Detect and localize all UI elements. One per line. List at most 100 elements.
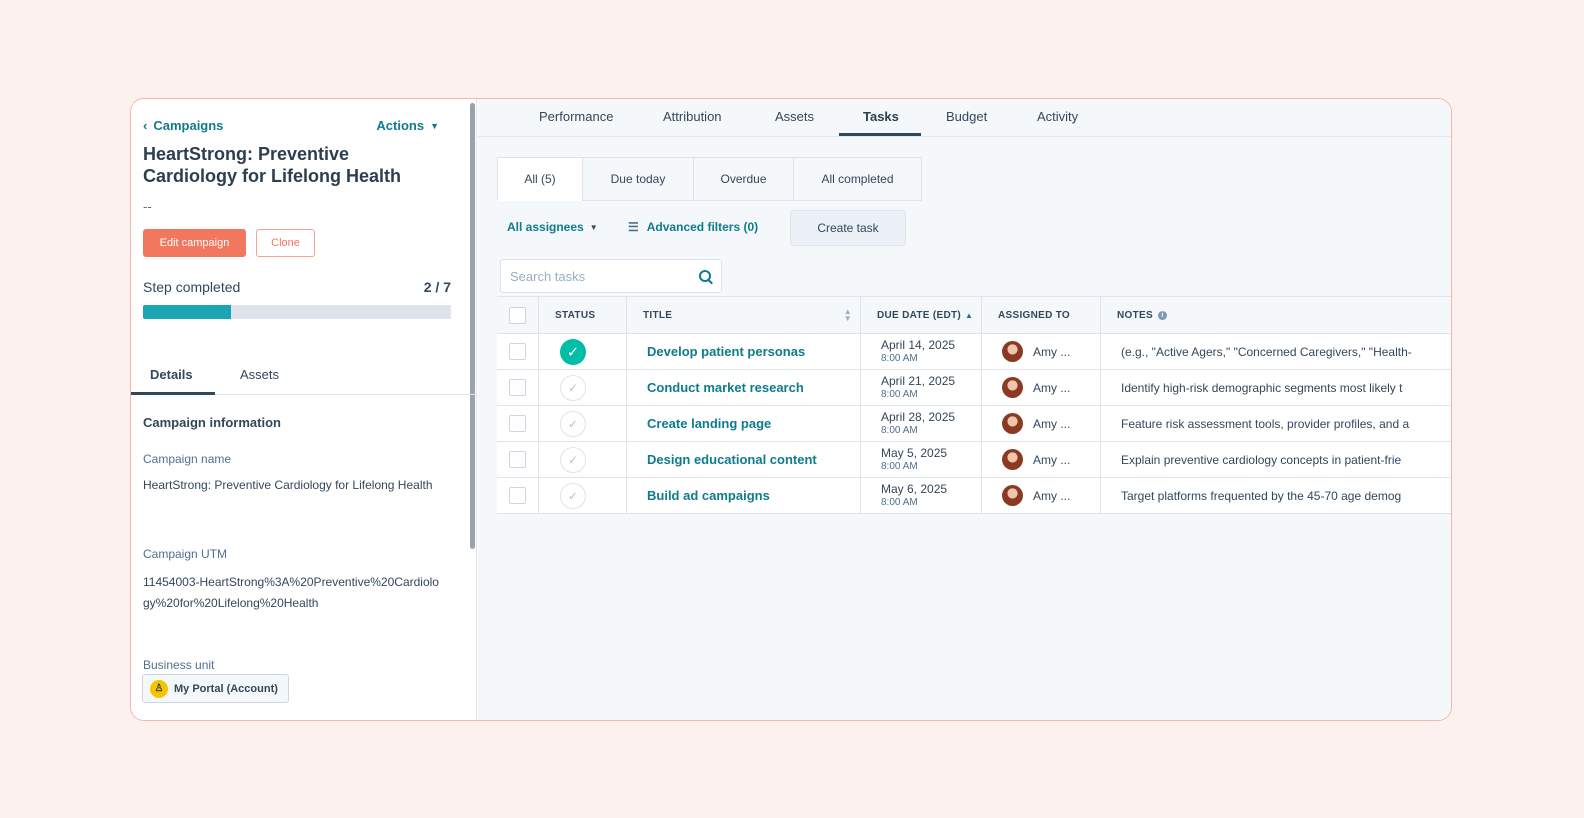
sort-icon[interactable]: ▲ ▼ [843, 307, 852, 323]
row-select-cell [497, 406, 539, 441]
campaign-name-value: HeartStrong: Preventive Cardiology for L… [143, 478, 433, 492]
select-all-checkbox[interactable] [509, 306, 526, 324]
clone-button[interactable]: Clone [256, 229, 315, 257]
table-row[interactable]: ✓ Develop patient personas April 14, 202… [497, 334, 1451, 370]
actions-dropdown[interactable]: Actions ▼ [376, 118, 439, 133]
due-time: 8:00 AM [881, 352, 918, 364]
task-notes: (e.g., "Active Agers," "Concerned Caregi… [1121, 344, 1412, 359]
sidebar-header: ‹ Campaigns Actions ▼ [143, 118, 439, 133]
notes-cell: Explain preventive cardiology concepts i… [1101, 442, 1451, 477]
actions-label: Actions [376, 118, 425, 133]
sidebar-tabs: Details Assets [131, 355, 477, 395]
main-panel: Performance Attribution Assets Tasks Bud… [478, 99, 1451, 720]
tab-assets[interactable]: Assets [240, 367, 280, 382]
table-row[interactable]: ✓ Create landing page April 28, 2025 8:00… [497, 406, 1451, 442]
tab-details[interactable]: Details [150, 367, 193, 382]
title-cell: Design educational content [627, 442, 861, 477]
app-window: ‹ Campaigns Actions ▼ HeartStrong: Preve… [130, 98, 1452, 721]
header-status[interactable]: STATUS [539, 297, 627, 333]
filter-overdue[interactable]: Overdue [693, 157, 793, 201]
campaign-subtitle: -- [143, 199, 152, 214]
row-select-cell [497, 442, 539, 477]
top-tabs: Performance Attribution Assets Tasks Bud… [478, 99, 1451, 137]
sidebar-scrollbar[interactable] [470, 103, 475, 549]
row-select-cell [497, 334, 539, 369]
table-row[interactable]: ✓ Design educational content May 5, 2025… [497, 442, 1451, 478]
tab-tasks[interactable]: Tasks [863, 109, 899, 124]
search-icon[interactable] [699, 270, 711, 282]
title-cell: Conduct market research [627, 370, 861, 405]
header-notes-label: NOTES [1117, 309, 1153, 321]
title-cell: Build ad campaigns [627, 478, 861, 513]
assignee-name: Amy ... [1033, 452, 1071, 467]
avatar [1002, 413, 1023, 434]
create-task-button[interactable]: Create task [790, 210, 906, 246]
advanced-filters-button[interactable]: ☰ Advanced filters (0) [628, 220, 758, 234]
tab-activity[interactable]: Activity [1037, 109, 1079, 124]
all-assignees-dropdown[interactable]: All assignees ▼ [507, 220, 598, 234]
incomplete-check-icon[interactable]: ✓ [560, 410, 586, 437]
section-title: Campaign information [143, 415, 281, 430]
status-cell: ✓ [539, 406, 627, 441]
filter-all-completed[interactable]: All completed [793, 157, 922, 201]
task-notes: Explain preventive cardiology concepts i… [1121, 452, 1402, 467]
incomplete-check-icon[interactable]: ✓ [560, 482, 586, 509]
due-date-cell: April 28, 2025 8:00 AM [861, 406, 982, 441]
row-checkbox[interactable] [509, 451, 526, 468]
due-date: April 14, 2025 [881, 337, 956, 352]
search-input[interactable] [510, 268, 699, 284]
header-assigned-to[interactable]: ASSIGNED TO [982, 297, 1101, 333]
tab-active-indicator [839, 133, 921, 136]
tab-attribution[interactable]: Attribution [663, 109, 722, 124]
task-notes: Target platforms frequented by the 45-70… [1121, 488, 1402, 503]
info-icon[interactable]: i [1157, 310, 1167, 320]
row-checkbox[interactable] [509, 343, 526, 360]
header-notes[interactable]: NOTES i [1101, 297, 1451, 333]
status-cell: ✓ [539, 442, 627, 477]
task-title-link[interactable]: Create landing page [647, 416, 772, 431]
filter-due-today[interactable]: Due today [582, 157, 693, 201]
row-checkbox[interactable] [509, 415, 526, 432]
due-date-cell: April 14, 2025 8:00 AM [861, 334, 982, 369]
assignee-name: Amy ... [1033, 488, 1071, 503]
table-row[interactable]: ✓ Build ad campaigns May 6, 2025 8:00 AM … [497, 478, 1451, 514]
task-title-link[interactable]: Design educational content [647, 452, 817, 467]
row-checkbox[interactable] [509, 487, 526, 504]
avatar [1002, 449, 1023, 470]
status-cell: ✓ [539, 370, 627, 405]
header-select-all [497, 297, 539, 333]
avatar [1002, 341, 1023, 362]
filter-all[interactable]: All (5) [497, 157, 582, 201]
back-to-campaigns-link[interactable]: ‹ Campaigns [143, 118, 223, 133]
tab-active-indicator [131, 392, 215, 395]
campaign-utm-label: Campaign UTM [143, 547, 228, 561]
row-checkbox[interactable] [509, 379, 526, 396]
due-date: May 5, 2025 [881, 445, 948, 460]
step-label: Step completed [143, 279, 241, 295]
assignee-cell: Amy ... [982, 442, 1101, 477]
table-row[interactable]: ✓ Conduct market research April 21, 2025… [497, 370, 1451, 406]
tab-performance[interactable]: Performance [539, 109, 614, 124]
tab-budget[interactable]: Budget [946, 109, 988, 124]
header-title[interactable]: TITLE ▲ ▼ [627, 297, 861, 333]
tab-assets-main[interactable]: Assets [775, 109, 815, 124]
task-title-link[interactable]: Conduct market research [647, 380, 804, 395]
notes-cell: Identify high-risk demographic segments … [1101, 370, 1451, 405]
task-title-link[interactable]: Build ad campaigns [647, 488, 770, 503]
edit-campaign-button[interactable]: Edit campaign [143, 229, 246, 257]
business-unit-chip: ♙ My Portal (Account) [142, 674, 289, 703]
search-tasks-box [500, 259, 722, 293]
completed-check-icon[interactable]: ✓ [560, 338, 586, 365]
avatar [1002, 485, 1023, 506]
assignee-cell: Amy ... [982, 478, 1101, 513]
incomplete-check-icon[interactable]: ✓ [560, 446, 586, 473]
notes-cell: Feature risk assessment tools, provider … [1101, 406, 1451, 441]
task-notes: Feature risk assessment tools, provider … [1121, 416, 1410, 431]
task-title-link[interactable]: Develop patient personas [647, 344, 806, 359]
header-due-date[interactable]: DUE DATE (EDT) ▲ [861, 297, 982, 333]
tasks-table: STATUS TITLE ▲ ▼ DUE DATE (EDT) ▲ ASSIGNE… [497, 296, 1451, 514]
due-date: April 28, 2025 [881, 409, 956, 424]
incomplete-check-icon[interactable]: ✓ [560, 374, 586, 401]
task-filter-tabs: All (5) Due today Overdue All completed [497, 157, 922, 201]
due-time: 8:00 AM [881, 424, 918, 436]
